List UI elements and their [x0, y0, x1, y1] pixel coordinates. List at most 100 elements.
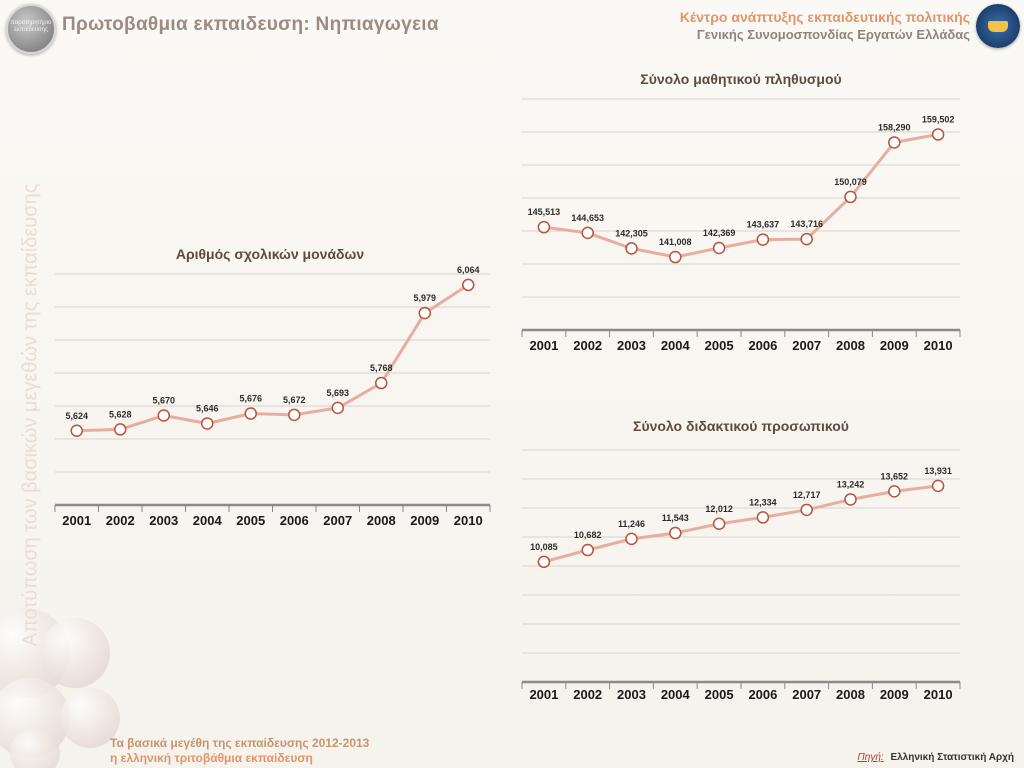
data-point [418, 306, 431, 320]
x-tick-label: 2006 [748, 338, 777, 353]
data-point [581, 543, 594, 557]
data-point [669, 526, 682, 540]
data-point [844, 190, 857, 204]
series-line [76, 283, 470, 433]
x-tick-label: 2007 [792, 338, 821, 353]
x-tick-label: 2008 [836, 338, 865, 353]
series-line [543, 132, 939, 259]
book-icon [988, 21, 1008, 32]
x-tick-label: 2003 [617, 338, 646, 353]
data-label: 13,242 [837, 479, 865, 489]
x-tick-label: 2009 [880, 338, 909, 353]
data-label: 11,543 [662, 513, 689, 523]
data-point [756, 233, 770, 246]
gsee-logo [976, 4, 1020, 48]
organization-name-line1: Κέντρο ανάπτυξης εκπαιδευτικής πολιτικής [679, 9, 970, 25]
decorative-bubbles [0, 598, 170, 768]
chart-title: Σύνολο μαθητικού πληθυσμού [640, 71, 841, 87]
data-label: 141,008 [659, 237, 692, 247]
x-tick-label: 2010 [924, 687, 953, 702]
x-tick-label: 2003 [149, 513, 178, 528]
data-point [114, 423, 127, 436]
data-label: 12,012 [705, 504, 733, 514]
source-label: Πηγή: [857, 752, 884, 763]
data-point [844, 493, 857, 506]
x-tick-label: 2005 [236, 513, 265, 528]
chart-teaching-staff: Σύνολο διδακτικού προσωπικού 10,085 2001 1… [521, 418, 961, 702]
x-tick-label: 2008 [367, 513, 396, 528]
data-point [201, 417, 214, 430]
data-label: 5,676 [239, 394, 262, 404]
data-point [244, 407, 257, 420]
data-point [931, 128, 945, 141]
organization-name-line2: Γενικής Συνομοσπονδίας Εργατών Ελλάδας [696, 27, 970, 42]
x-tick-label: 2005 [705, 687, 734, 702]
data-point [931, 479, 945, 493]
data-label: 5,624 [65, 411, 88, 421]
observatory-logo: παρατηρητήριο εκπαίδευσης [6, 4, 56, 54]
data-point [888, 485, 901, 498]
data-label: 5,672 [283, 395, 306, 405]
data-label: 143,716 [790, 219, 823, 229]
x-tick-label: 2004 [193, 513, 223, 528]
x-tick-label: 2006 [748, 687, 777, 702]
x-tick-label: 2009 [880, 687, 909, 702]
x-tick-label: 2005 [705, 338, 734, 353]
data-point [331, 401, 344, 415]
data-label: 10,682 [574, 530, 602, 540]
data-label: 150,079 [834, 177, 867, 187]
data-label: 12,717 [793, 490, 821, 500]
series-line [543, 484, 939, 564]
data-point [581, 226, 594, 240]
data-point [669, 250, 682, 264]
data-label: 11,246 [618, 519, 645, 529]
data-label: 145,513 [528, 207, 561, 217]
x-tick-label: 2004 [661, 687, 691, 702]
x-tick-label: 2003 [617, 687, 646, 702]
data-label: 5,646 [196, 403, 219, 413]
data-point [712, 241, 726, 255]
x-tick-label: 2002 [573, 338, 602, 353]
data-point [288, 408, 301, 422]
chart-school-units: Αριθμός σχολικών μονάδων 5,624 2001 5,628 2… [54, 246, 491, 528]
data-label: 158,290 [878, 122, 911, 132]
page-title: Πρωτοβαθμια εκπαιδευση: Νηπιαγωγεια [62, 14, 439, 35]
data-label: 143,637 [747, 220, 780, 230]
x-tick-label: 2007 [323, 513, 352, 528]
x-tick-label: 2009 [410, 513, 439, 528]
x-tick-label: 2001 [529, 338, 558, 353]
footer-line2: η ελληνική τριτοβάθμια εκπαίδευση [110, 751, 313, 765]
x-tick-label: 2010 [454, 513, 483, 528]
chart-title: Αριθμός σχολικών μονάδων [176, 246, 365, 262]
data-point [625, 532, 638, 546]
data-point [462, 278, 475, 292]
x-tick-label: 2008 [836, 687, 865, 702]
observatory-logo-text: παρατηρητήριο εκπαίδευσης [10, 20, 52, 33]
footer-line1: Τα βασικά μεγέθη της εκπαίδευσης 2012-20… [110, 736, 370, 750]
x-tick-label: 2002 [106, 513, 135, 528]
data-point [712, 517, 726, 531]
data-point [375, 376, 388, 390]
source-note: Πηγή: Ελληνική Στατιστική Αρχή [858, 752, 1014, 763]
x-tick-label: 2006 [280, 513, 309, 528]
data-label: 142,305 [615, 228, 648, 238]
chart-student-population: Σύνολο μαθητικού πληθυσμού 145,513 2001 14… [521, 71, 961, 353]
data-point [70, 424, 83, 438]
data-label: 5,628 [109, 409, 132, 419]
x-tick-label: 2001 [529, 687, 558, 702]
data-point [537, 220, 551, 234]
data-point [157, 409, 170, 422]
source-text: Ελληνική Στατιστική Αρχή [890, 752, 1014, 763]
data-label: 5,979 [413, 293, 436, 303]
data-point [537, 555, 551, 569]
data-label: 5,768 [370, 363, 393, 373]
data-label: 10,085 [530, 542, 558, 552]
data-point [756, 511, 770, 524]
x-tick-label: 2004 [661, 338, 691, 353]
data-label: 6,064 [457, 265, 480, 275]
side-vertical-title: Αποτύπωση των βασικών μεγεθών της εκπαίδ… [19, 183, 42, 647]
data-label: 13,652 [881, 471, 909, 481]
x-tick-label: 2010 [924, 338, 953, 353]
data-label: 12,334 [749, 497, 777, 507]
